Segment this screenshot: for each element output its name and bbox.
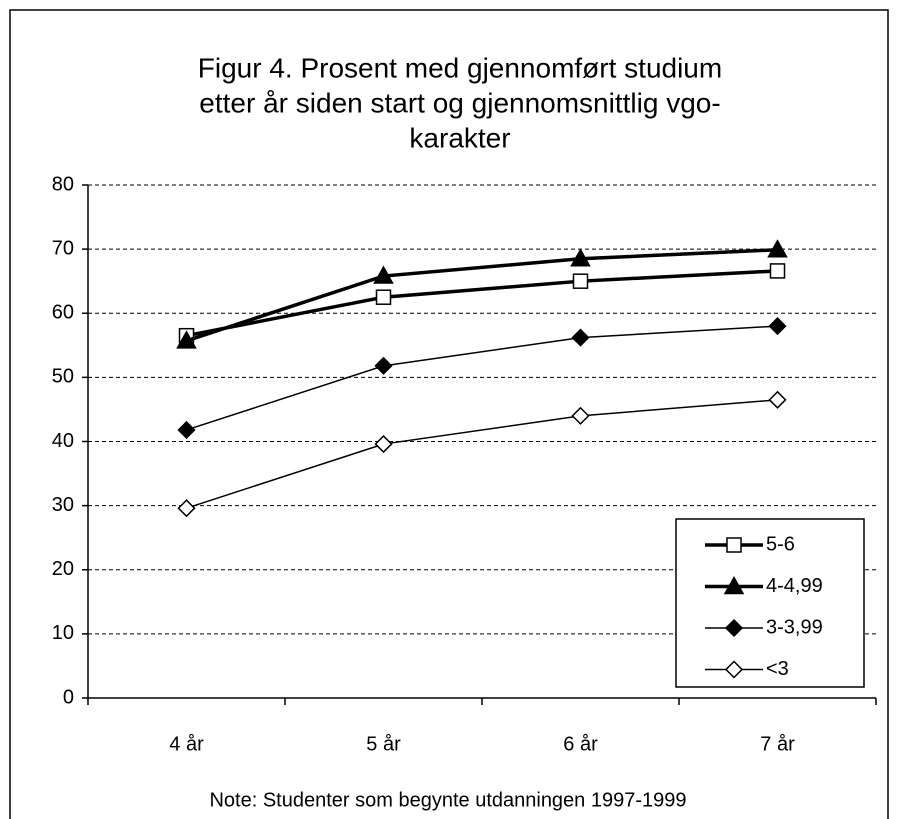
chart-title: Figur 4. Prosent med gjennomført studium bbox=[198, 52, 722, 83]
marker bbox=[768, 390, 787, 409]
marker bbox=[570, 248, 591, 267]
legend-label: 5-6 bbox=[766, 533, 795, 555]
y-tick-label: 40 bbox=[52, 430, 74, 452]
legend-label: <3 bbox=[766, 658, 789, 680]
y-tick-label: 0 bbox=[63, 686, 74, 708]
marker bbox=[374, 356, 393, 375]
legend-label: 4-4,99 bbox=[766, 575, 823, 597]
y-tick-label: 30 bbox=[52, 494, 74, 516]
y-tick-label: 80 bbox=[52, 173, 74, 195]
x-tick-label: 5 år bbox=[366, 733, 401, 755]
legend-marker bbox=[726, 537, 742, 553]
y-tick-label: 60 bbox=[52, 302, 74, 324]
series-line bbox=[186, 399, 778, 509]
series-line bbox=[185, 248, 778, 343]
marker bbox=[572, 273, 589, 289]
legend-marker bbox=[724, 618, 744, 638]
marker bbox=[176, 330, 197, 349]
marker bbox=[177, 420, 196, 440]
marker bbox=[373, 265, 394, 284]
series-line bbox=[186, 269, 778, 338]
marker bbox=[177, 499, 196, 518]
y-tick-label: 10 bbox=[52, 622, 74, 644]
marker bbox=[769, 263, 786, 279]
legend-marker bbox=[723, 575, 745, 595]
x-tick-label: 6 år bbox=[563, 733, 598, 755]
marker bbox=[571, 328, 590, 347]
legend-marker bbox=[724, 660, 744, 679]
y-tick-label: 20 bbox=[52, 558, 74, 580]
y-tick-label: 50 bbox=[52, 366, 74, 388]
marker bbox=[374, 435, 393, 454]
legend-label: 3-3,99 bbox=[766, 616, 823, 638]
x-tick-label: 7 år bbox=[760, 733, 795, 755]
chart-title: karakter bbox=[409, 122, 510, 153]
marker bbox=[571, 406, 590, 425]
y-tick-label: 70 bbox=[52, 237, 74, 259]
chart-title: etter år siden start og gjennomsnittlig … bbox=[199, 87, 720, 118]
marker bbox=[375, 289, 392, 305]
marker bbox=[768, 317, 787, 336]
frame bbox=[9, 9, 889, 819]
marker bbox=[767, 239, 788, 258]
x-tick-label: 4 år bbox=[169, 733, 204, 755]
legend-box bbox=[675, 518, 865, 688]
series-line bbox=[186, 325, 778, 431]
note: Note: Studenter som begynte utdanningen … bbox=[209, 789, 686, 811]
